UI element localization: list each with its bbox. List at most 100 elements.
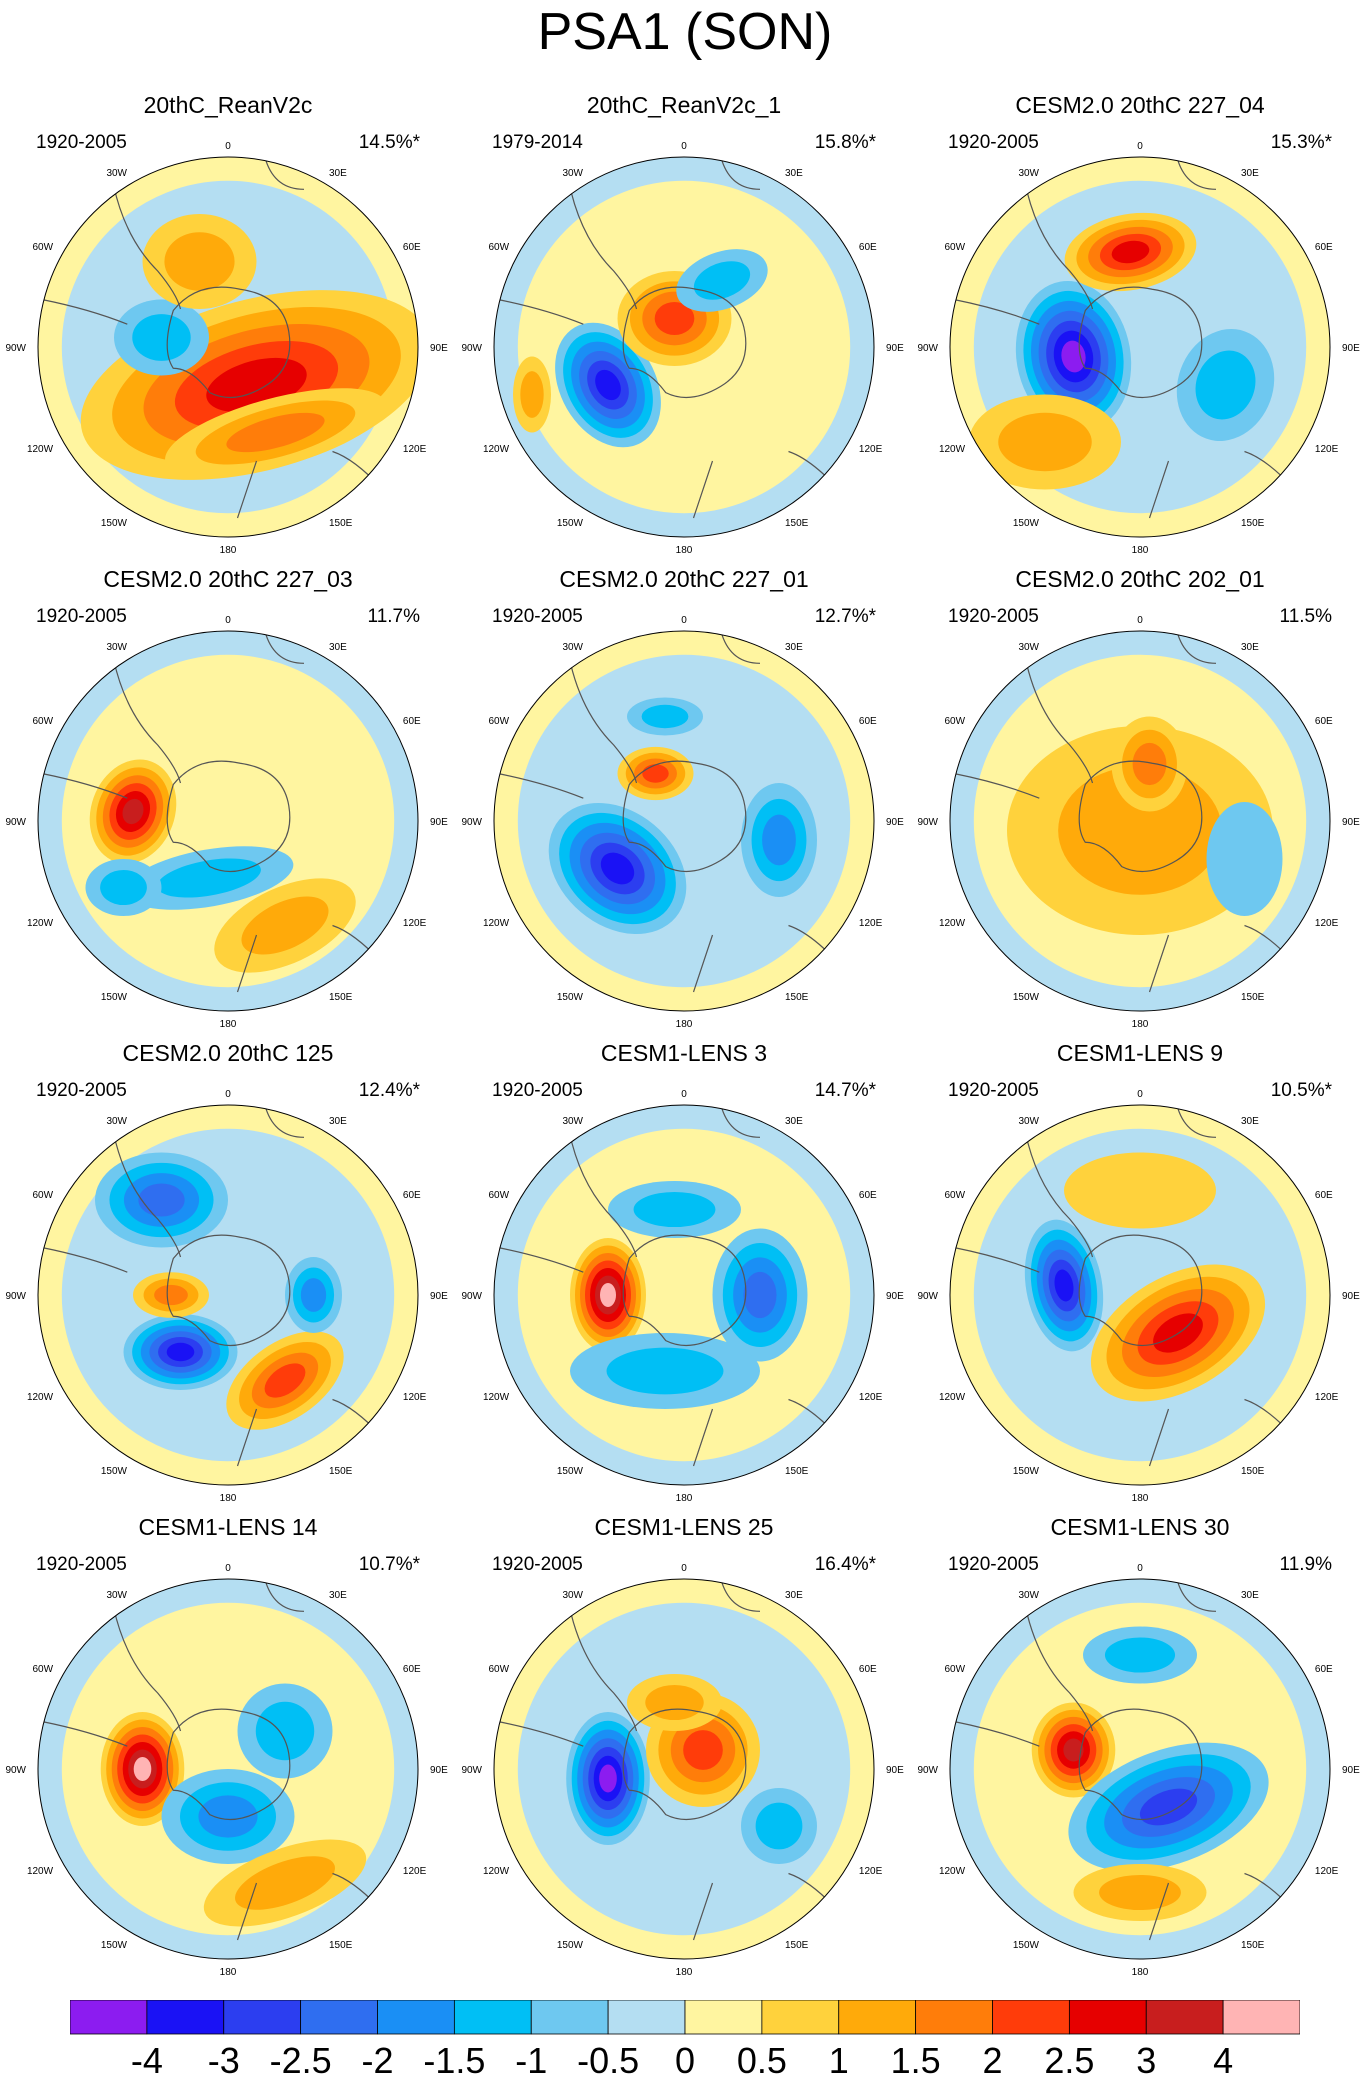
- longitude-label: 90E: [1342, 1291, 1360, 1302]
- longitude-label: 90W: [5, 817, 26, 828]
- polar-map: 0 30E 60E 90E 120E 150E 180 150W 120W 90W 60W 30W: [5, 1563, 448, 1978]
- contour-fill: [226, 412, 325, 453]
- contour-fill: [998, 412, 1092, 472]
- map-panel: CESM1-LENS 3 1920-2005 14.7%* 0 30E 60E 90E 120…: [456, 1040, 912, 1510]
- africa-outline: [721, 160, 761, 190]
- antarctica-outline: [1078, 1708, 1203, 1821]
- colorbar-swatch: [838, 2000, 917, 2035]
- contour-fill: [166, 1342, 195, 1362]
- south-america-outline: [953, 640, 1094, 799]
- longitude-label: 30W: [106, 642, 127, 653]
- longitude-label: 120W: [483, 1392, 510, 1403]
- colorbar-label: -2.5: [269, 2040, 332, 2081]
- colorbar-label: -1: [515, 2040, 548, 2081]
- panel-title: CESM2.0 20thC 227_04: [1015, 92, 1265, 118]
- panel-variance: 10.7%*: [358, 1554, 420, 1575]
- panel-title: 20thC_ReanV2c_1: [586, 92, 782, 118]
- map-border: [493, 156, 875, 538]
- panel-title: 20thC_ReanV2c: [143, 92, 313, 118]
- longitude-label: 150E: [1241, 1466, 1265, 1477]
- map-panel: 20thC_ReanV2c_1 1979-2014 15.8%* 0 30E 60E 90E…: [456, 92, 912, 562]
- colorbar-swatch: [530, 2000, 609, 2035]
- panel-title: CESM1-LENS 14: [138, 1514, 318, 1540]
- colorbar-label: 4: [1213, 2040, 1234, 2081]
- longitude-label: 180: [676, 1493, 693, 1504]
- africa-outline: [721, 634, 761, 664]
- antarctica-outline: [1078, 286, 1203, 399]
- longitude-label: 60E: [403, 242, 421, 253]
- map-border: [37, 156, 419, 538]
- longitude-label: 120E: [403, 918, 427, 929]
- longitude-label: 150W: [1013, 518, 1040, 529]
- contour-fill: [743, 1271, 777, 1319]
- antarctica-outline: [622, 1234, 747, 1347]
- panel-title: CESM2.0 20thC 227_01: [559, 566, 809, 592]
- south-america-outline: [953, 1114, 1094, 1273]
- colorbar-label: -0.5: [577, 2040, 640, 2081]
- contour-fill: [1099, 1874, 1181, 1911]
- map-panel: CESM1-LENS 30 1920-2005 11.9% 0 30E 60E 90E 120…: [912, 1514, 1368, 1984]
- colorbar-swatch: [1222, 2000, 1300, 2035]
- contour-ring: [494, 1579, 874, 1959]
- polar-map: 0 30E 60E 90E 120E 150E 180 150W 120W 90W 60W 30W: [5, 141, 448, 556]
- longitude-label: 150W: [557, 992, 584, 1003]
- south-america-outline: [41, 1114, 182, 1273]
- map-border: [37, 630, 419, 1012]
- contour-fill: [642, 764, 669, 783]
- longitude-label: 60W: [33, 716, 54, 727]
- longitude-label: 30E: [785, 642, 803, 653]
- longitude-label: 120E: [403, 1392, 427, 1403]
- contour-ring: [494, 157, 874, 537]
- longitude-label: 0: [1137, 141, 1143, 152]
- longitude-label: 30E: [1241, 1590, 1259, 1601]
- africa-outline: [1177, 634, 1217, 664]
- longitude-label: 180: [220, 1967, 237, 1978]
- contour-fill: [157, 858, 261, 898]
- panel-period: 1979-2014: [492, 132, 583, 153]
- map-panel: CESM2.0 20thC 227_03 1920-2005 11.7% 0 30E 60…: [0, 566, 456, 1036]
- longitude-label: 30W: [562, 168, 583, 179]
- south-america-outline: [953, 166, 1094, 325]
- longitude-label: 60W: [489, 716, 510, 727]
- contour-fill: [654, 301, 695, 336]
- longitude-label: 150E: [329, 1466, 353, 1477]
- colorbar-swatch: [607, 2000, 686, 2035]
- map-panel: 20thC_ReanV2c 1920-2005 14.5%* 0 30E 60E 90E 12…: [0, 92, 456, 562]
- longitude-label: 150W: [101, 1466, 128, 1477]
- longitude-label: 60E: [859, 1664, 877, 1675]
- contour-fill: [164, 232, 235, 291]
- longitude-label: 150E: [329, 518, 353, 529]
- contour-fill: [600, 852, 635, 885]
- longitude-label: 60W: [945, 1190, 966, 1201]
- panel-title: CESM1-LENS 25: [594, 1514, 774, 1540]
- longitude-label: 60E: [859, 1190, 877, 1201]
- map-panel: CESM2.0 20thC 202_01 1920-2005 11.5% 0 30E 60…: [912, 566, 1368, 1036]
- antarctica-outline: [622, 760, 747, 873]
- longitude-label: 30E: [785, 1590, 803, 1601]
- longitude-label: 150E: [1241, 992, 1265, 1003]
- map-background: [38, 1105, 418, 1485]
- south-america-outline: [41, 1588, 182, 1747]
- polar-map: 0 30E 60E 90E 120E 150E 180 150W 120W 90W 60W 30W: [461, 1089, 904, 1504]
- colorbar-swatch: [300, 2000, 378, 2035]
- colorbar: [70, 2000, 1300, 2035]
- longitude-label: 0: [225, 1563, 231, 1574]
- map-panel: CESM1-LENS 25 1920-2005 16.4%* 0 30E 60E 90E 12…: [456, 1514, 912, 1984]
- longitude-label: 120W: [483, 444, 510, 455]
- contour-fill: [645, 1684, 704, 1721]
- longitude-label: 120W: [939, 1866, 966, 1877]
- longitude-label: 120E: [403, 444, 427, 455]
- contour-ring: [950, 631, 1330, 1011]
- longitude-label: 150W: [101, 1940, 128, 1951]
- contour-ring: [494, 1105, 874, 1485]
- map-border: [493, 1578, 875, 1960]
- longitude-label: 30E: [329, 1590, 347, 1601]
- colorbar-swatch: [453, 2000, 532, 2035]
- longitude-label: 90E: [1342, 343, 1360, 354]
- longitude-label: 30W: [1018, 1590, 1039, 1601]
- longitude-label: 0: [681, 615, 687, 626]
- antarctica-outline: [622, 1708, 747, 1821]
- panel-period: 1920-2005: [948, 1554, 1039, 1575]
- contour-ring: [950, 1105, 1330, 1485]
- colorbar-label: 0: [674, 2040, 696, 2081]
